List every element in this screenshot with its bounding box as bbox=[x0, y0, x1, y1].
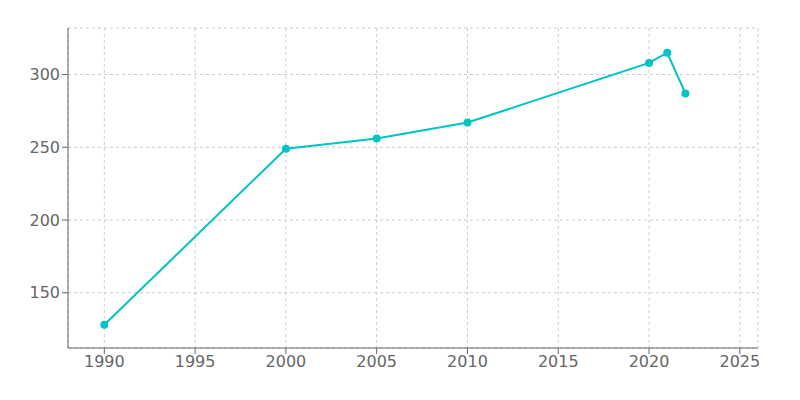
svg-text:150: 150 bbox=[29, 283, 60, 302]
svg-text:1995: 1995 bbox=[175, 352, 216, 371]
svg-text:2005: 2005 bbox=[356, 352, 397, 371]
svg-text:2025: 2025 bbox=[719, 352, 760, 371]
svg-text:2010: 2010 bbox=[447, 352, 488, 371]
svg-text:1990: 1990 bbox=[84, 352, 125, 371]
svg-text:2000: 2000 bbox=[266, 352, 307, 371]
svg-text:2015: 2015 bbox=[538, 352, 579, 371]
svg-text:250: 250 bbox=[29, 138, 60, 157]
svg-text:2020: 2020 bbox=[629, 352, 670, 371]
svg-text:300: 300 bbox=[29, 65, 60, 84]
svg-text:200: 200 bbox=[29, 211, 60, 230]
